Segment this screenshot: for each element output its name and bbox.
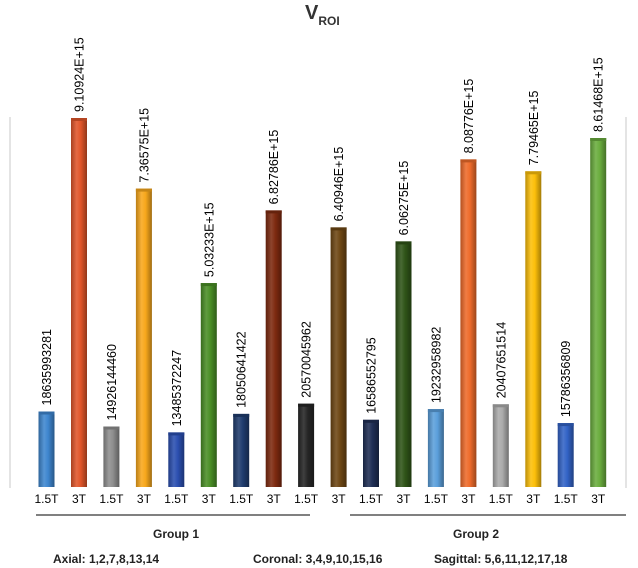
bar-13 (427, 409, 444, 487)
bar-cap-1 (38, 411, 55, 415)
bar-cap-9 (298, 403, 315, 407)
bar-5 (168, 432, 185, 487)
legend-coronal: Coronal: 3,4,9,10,15,16 (253, 552, 383, 566)
legend-axial: Axial: 1,2,7,8,13,14 (53, 552, 159, 566)
value-label-1: 18635993281 (40, 329, 54, 406)
bar-cap-7 (233, 413, 250, 417)
bar-cap-5 (168, 432, 185, 436)
x-tick-label-10: 3T (332, 492, 347, 506)
value-label-3: 14926144460 (105, 344, 119, 421)
x-tick-label-7: 1.5T (229, 492, 254, 506)
bar-15 (492, 404, 509, 487)
x-tick-labels-layer: 1.5T 3T 1.5T 3T 1.5T 3T 1.5T 3T 1.5T 3T 1.5T 3T 1.5T… (34, 492, 605, 506)
bar-3 (103, 426, 120, 487)
bar-cap-13 (427, 409, 444, 413)
bar-cap-11 (363, 419, 379, 423)
group2-label: Group 2 (453, 527, 499, 541)
x-tick-label-8: 3T (267, 492, 282, 506)
x-tick-label-15: 1.5T (489, 492, 514, 506)
x-tick-label-1: 1.5T (34, 492, 59, 506)
bar-16 (525, 171, 542, 488)
value-label-4: 7.36575E+15 (137, 108, 151, 183)
value-label-9: 20570045962 (300, 321, 314, 398)
group1-label: Group 1 (153, 527, 199, 541)
x-tick-label-13: 1.5T (424, 492, 449, 506)
bar-12 (395, 241, 412, 487)
value-labels-layer: 18635993281 9.10924E+15 14926144460 7.36575… (40, 37, 606, 426)
chart-title: VROI (305, 2, 340, 28)
value-label-18: 8.61468E+15 (592, 57, 606, 132)
bar-7 (233, 413, 250, 487)
bar-9 (298, 403, 315, 487)
value-label-5: 13485372247 (170, 350, 184, 427)
value-label-15: 20407651514 (494, 322, 508, 399)
bars-layer (38, 118, 607, 488)
x-tick-label-14: 3T (461, 492, 476, 506)
value-label-2: 9.10924E+15 (73, 37, 87, 112)
bar-10 (330, 227, 347, 487)
value-label-13: 19232958982 (429, 327, 443, 404)
bar-cap-10 (330, 227, 347, 231)
x-tick-label-3: 1.5T (99, 492, 124, 506)
value-label-6: 5.03233E+15 (202, 202, 216, 277)
bar-17 (557, 423, 574, 487)
bar-cap-4 (135, 188, 152, 192)
bar-cap-2 (71, 118, 87, 121)
bar-18 (590, 138, 607, 487)
value-label-7: 18050641422 (235, 331, 249, 408)
bar-8 (265, 210, 282, 487)
bar-cap-3 (103, 426, 120, 430)
bar-6 (200, 283, 217, 487)
x-tick-label-16: 3T (526, 492, 541, 506)
value-label-17: 15786356809 (559, 341, 573, 418)
x-tick-label-6: 3T (202, 492, 217, 506)
value-label-12: 6.06275E+15 (397, 161, 411, 236)
bar-cap-6 (200, 283, 217, 287)
bar-14 (460, 159, 477, 487)
x-tick-label-17: 1.5T (554, 492, 579, 506)
bar-2 (71, 118, 87, 487)
bar-cap-8 (265, 210, 282, 214)
x-tick-label-2: 3T (72, 492, 87, 506)
x-tick-label-11: 1.5T (359, 492, 384, 506)
bar-4 (135, 188, 152, 487)
x-tick-label-5: 1.5T (164, 492, 189, 506)
bar-cap-14 (460, 159, 477, 163)
x-tick-label-18: 3T (591, 492, 606, 506)
bar-cap-12 (395, 241, 412, 245)
legend-sagittal: Sagittal: 5,6,11,12,17,18 (434, 552, 568, 566)
bar-1 (38, 411, 55, 487)
bar-11 (363, 419, 379, 487)
value-label-14: 8.08776E+15 (462, 79, 476, 154)
value-label-10: 6.40946E+15 (332, 147, 346, 222)
x-tick-label-9: 1.5T (294, 492, 319, 506)
bar-cap-18 (590, 138, 607, 141)
value-label-16: 7.79465E+15 (527, 91, 541, 166)
bar-cap-15 (492, 404, 509, 408)
bar-cap-17 (557, 423, 574, 427)
value-label-8: 6.82786E+15 (267, 130, 281, 205)
x-tick-label-4: 3T (137, 492, 152, 506)
value-label-11: 16586552795 (365, 337, 379, 414)
x-tick-label-12: 3T (396, 492, 411, 506)
bar-cap-16 (525, 171, 542, 175)
